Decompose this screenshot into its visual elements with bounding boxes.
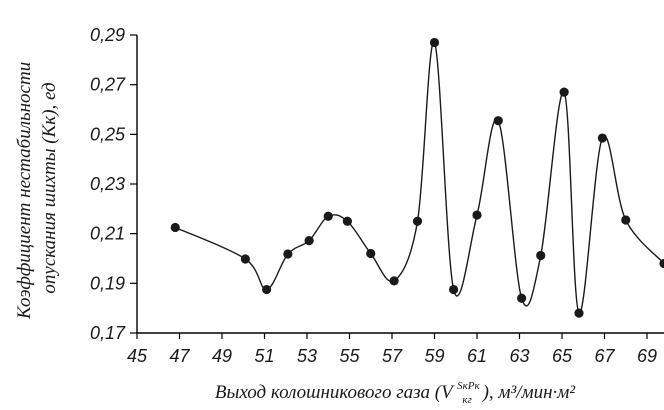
- x-tick-label: 57: [382, 346, 403, 366]
- x-axis-title-units: ), м³/мин·м²: [482, 382, 576, 403]
- data-point: [170, 222, 180, 233]
- data-point: [559, 87, 569, 97]
- data-point: [449, 284, 459, 295]
- y-axis-title-line1: Коэффициент нестабильности: [14, 62, 35, 320]
- data-point: [472, 210, 482, 220]
- data-point: [493, 116, 503, 126]
- data-point: [517, 293, 527, 303]
- x-tick-label: 51: [254, 346, 274, 366]
- y-tick-label: 0,23: [90, 174, 125, 194]
- y-tick-label: 0,17: [90, 323, 126, 343]
- y-axis-title-line2: опускания шихты (Kк), ед: [39, 82, 60, 293]
- data-point: [240, 254, 250, 264]
- x-tick-label: 45: [127, 346, 148, 366]
- x-tick-label: 49: [212, 346, 232, 366]
- x-tick-label: 69: [637, 346, 657, 366]
- data-point: [659, 258, 664, 269]
- data-point: [412, 216, 423, 226]
- x-tick-label: 61: [467, 346, 487, 366]
- data-points: [170, 37, 664, 318]
- data-point: [342, 216, 352, 226]
- y-tick-label: 0,25: [90, 124, 126, 144]
- y-tick-label: 0,21: [90, 224, 125, 244]
- x-axis-ticks: 45 47 49 51 53 55 57 59 61 63 65 67 69: [127, 333, 657, 366]
- data-point: [536, 250, 546, 261]
- y-axis-ticks: 0,17 0,19 0,21 0,23 0,25 0,27 0,29: [90, 25, 137, 343]
- y-tick-label: 0,27: [90, 75, 126, 95]
- x-tick-label: 55: [339, 346, 360, 366]
- x-axis-title-subscript: кг: [462, 394, 472, 406]
- x-axis-title: Выход колошникового газа (V SкPк кг ), м…: [215, 373, 576, 408]
- data-point: [283, 249, 293, 259]
- data-point: [304, 236, 314, 246]
- x-tick-label: 67: [594, 346, 615, 366]
- data-point: [574, 308, 584, 318]
- x-tick-label: 53: [297, 346, 317, 366]
- x-tick-label: 65: [552, 346, 573, 366]
- x-tick-label: 59: [424, 346, 444, 366]
- data-point: [366, 248, 376, 259]
- x-tick-label: 47: [169, 346, 190, 366]
- x-tick-label: 63: [509, 346, 529, 366]
- y-axis-title: Коэффициент нестабильности опускания ших…: [14, 57, 60, 320]
- data-point: [621, 215, 631, 225]
- y-tick-label: 0,19: [90, 273, 125, 293]
- data-point: [597, 133, 607, 143]
- data-point: [262, 284, 272, 295]
- x-axis-title-main: Выход колошникового газа (V: [215, 382, 455, 403]
- series-line: [174, 41, 664, 314]
- data-point: [323, 211, 333, 221]
- y-tick-label: 0,29: [90, 25, 125, 45]
- x-axis-title-superscript: SкPк: [457, 380, 480, 392]
- data-point: [429, 37, 440, 48]
- data-point: [389, 276, 399, 286]
